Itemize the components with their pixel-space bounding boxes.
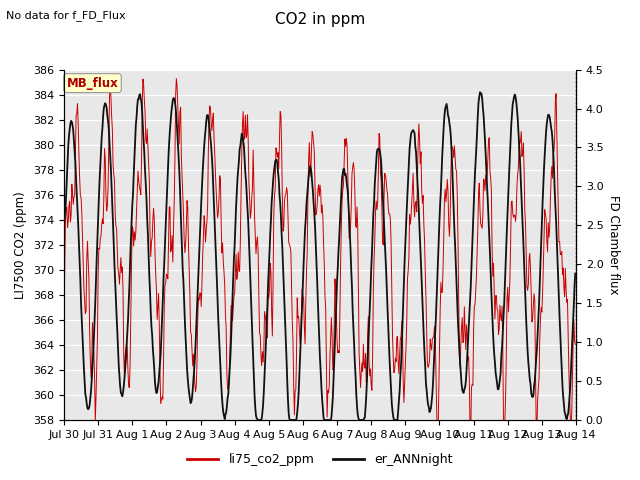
Legend: li75_co2_ppm, er_ANNnight: li75_co2_ppm, er_ANNnight <box>182 448 458 471</box>
Text: No data for f_FD_Flux: No data for f_FD_Flux <box>6 10 126 21</box>
Y-axis label: LI7500 CO2 (ppm): LI7500 CO2 (ppm) <box>15 191 28 299</box>
Text: MB_flux: MB_flux <box>67 77 118 90</box>
Y-axis label: FD Chamber flux: FD Chamber flux <box>607 195 620 295</box>
Text: CO2 in ppm: CO2 in ppm <box>275 12 365 27</box>
